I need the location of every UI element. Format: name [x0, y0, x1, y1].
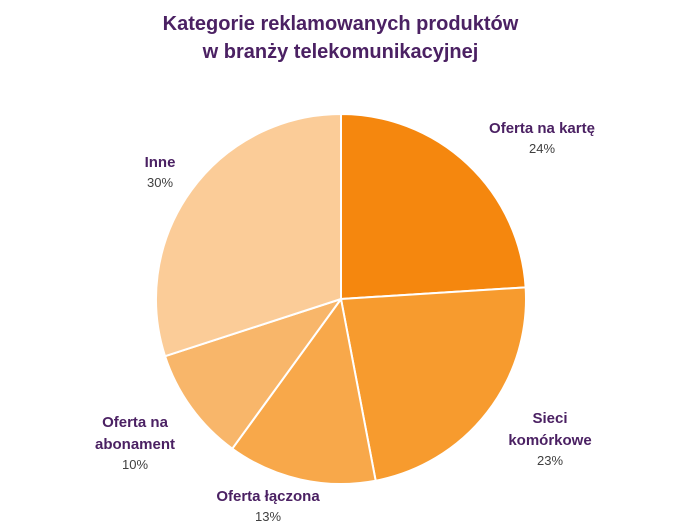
slice-percent: 13% [254, 509, 282, 524]
slice-name: Oferta łączona [216, 488, 320, 505]
chart-title: Kategorie reklamowanych produktów w bran… [0, 10, 681, 66]
slice-label-oferta-na-karte: Oferta na kartę 24% [447, 118, 637, 158]
slice-label-oferta-laczona: Oferta łączona 13% [178, 486, 358, 526]
slice-percent: 30% [146, 175, 174, 190]
slice-name: Oferta na kartę [489, 120, 595, 137]
slice-name: Sieci [532, 410, 568, 427]
slice-percent: 10% [121, 457, 149, 472]
chart-title-line-1: Kategorie reklamowanych produktów [162, 13, 519, 35]
slice-name: Oferta na [102, 414, 168, 431]
pie-slice-2 [231, 298, 377, 485]
slice-percent: 24% [528, 141, 556, 156]
chart-title-line-2: w branży telekomunikacyjnej [202, 41, 479, 63]
slice-name-line-2: komórkowe [508, 432, 592, 449]
slice-label-oferta-na-abonament: Oferta na abonament 10% [60, 412, 210, 474]
pie-slices [155, 113, 527, 485]
slice-percent: 23% [536, 453, 564, 468]
pie-slice-1 [340, 286, 527, 482]
pie-slice-4 [155, 113, 342, 358]
slice-label-sieci-komorkowe: Sieci komórkowe 23% [470, 408, 630, 470]
pie-slice-3 [164, 298, 342, 450]
slice-label-inne: Inne 30% [110, 152, 210, 192]
slice-name-line-2: abonament [94, 436, 175, 453]
slice-name: Inne [144, 154, 176, 171]
pie-slice-0 [340, 113, 527, 300]
